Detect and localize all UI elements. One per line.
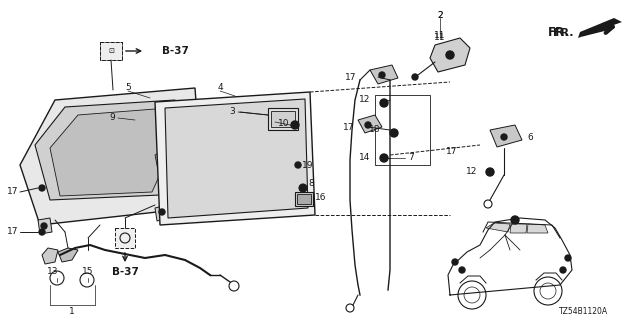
Text: 9: 9 [109, 113, 115, 122]
Text: 18: 18 [369, 125, 380, 134]
Text: 4: 4 [217, 84, 223, 92]
Bar [100, 42, 122, 60]
Polygon shape [358, 115, 382, 133]
Text: B-37: B-37 [162, 46, 189, 56]
Text: B-37: B-37 [111, 267, 138, 277]
Text: 16: 16 [315, 194, 326, 203]
Text: 6: 6 [527, 133, 532, 142]
Polygon shape [155, 148, 172, 170]
Bar [100, 42, 122, 60]
Text: 12: 12 [358, 95, 370, 105]
Polygon shape [527, 224, 548, 233]
Text: 11: 11 [435, 33, 445, 42]
Circle shape [39, 185, 45, 191]
Polygon shape [490, 125, 522, 147]
Text: 12: 12 [466, 167, 477, 177]
Circle shape [380, 154, 388, 162]
Polygon shape [486, 223, 510, 232]
Text: 1: 1 [69, 308, 75, 316]
Text: 13: 13 [47, 268, 59, 276]
Circle shape [446, 51, 454, 59]
Text: 15: 15 [83, 268, 93, 276]
Circle shape [459, 267, 465, 273]
Text: 19: 19 [302, 161, 314, 170]
Bar [271, 111, 295, 127]
Circle shape [41, 223, 47, 229]
Text: FR.: FR. [548, 27, 570, 39]
Polygon shape [155, 92, 315, 225]
Text: 2: 2 [437, 11, 443, 20]
Text: 17: 17 [342, 123, 354, 132]
Text: 7: 7 [408, 154, 413, 163]
Polygon shape [165, 99, 308, 218]
Bar [295, 192, 313, 206]
Text: 14: 14 [358, 154, 370, 163]
Circle shape [412, 74, 418, 80]
Text: 8: 8 [308, 179, 314, 188]
Polygon shape [35, 100, 180, 200]
Polygon shape [42, 248, 58, 264]
Circle shape [291, 121, 299, 129]
Bar [375, 95, 430, 165]
Text: 10: 10 [278, 119, 289, 129]
Circle shape [365, 122, 371, 128]
Circle shape [295, 162, 301, 168]
Text: 17: 17 [344, 73, 356, 82]
Circle shape [379, 72, 385, 78]
Circle shape [390, 129, 398, 137]
Text: ⊡: ⊡ [108, 48, 114, 54]
Text: 2: 2 [437, 11, 443, 20]
Polygon shape [38, 218, 52, 234]
Text: 5: 5 [125, 84, 131, 92]
Circle shape [380, 99, 388, 107]
Text: 17: 17 [6, 188, 18, 196]
Polygon shape [155, 205, 169, 221]
Polygon shape [20, 88, 200, 225]
Polygon shape [58, 248, 78, 262]
Text: FR.: FR. [552, 28, 573, 38]
Text: 3: 3 [229, 108, 235, 116]
Circle shape [452, 259, 458, 265]
Circle shape [159, 209, 165, 215]
Text: 11: 11 [435, 30, 445, 39]
Polygon shape [430, 38, 470, 72]
Circle shape [560, 267, 566, 273]
Text: 17: 17 [445, 148, 457, 156]
Circle shape [486, 168, 494, 176]
Circle shape [565, 255, 571, 261]
Text: TZ54B1120A: TZ54B1120A [559, 308, 608, 316]
Text: 17: 17 [6, 228, 18, 236]
Polygon shape [578, 18, 622, 38]
Polygon shape [50, 108, 172, 196]
Circle shape [299, 184, 307, 192]
Polygon shape [510, 224, 527, 233]
Circle shape [511, 216, 519, 224]
Bar [268, 108, 298, 130]
Bar [115, 228, 135, 248]
Polygon shape [370, 65, 398, 84]
Circle shape [501, 134, 507, 140]
Circle shape [39, 229, 45, 235]
Bar [297, 194, 311, 204]
